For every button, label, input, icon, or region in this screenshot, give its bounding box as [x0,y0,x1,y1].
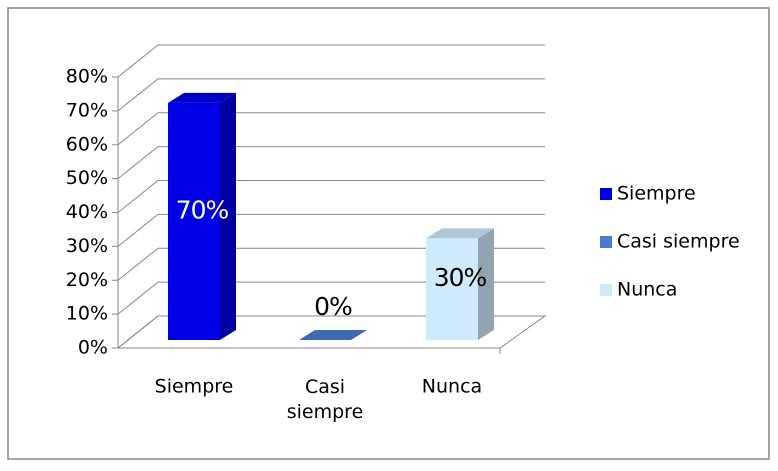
x-tick-line: Casi [305,376,345,398]
bar [299,330,367,340]
y-tick-label: 50% [66,167,108,189]
legend-label: Nunca [617,279,677,301]
data-label: 30% [434,263,487,292]
y-tick-label: 40% [66,201,108,223]
bar-side [478,228,494,340]
legend-swatch [600,236,612,248]
grid-line [117,315,545,349]
x-tick-label: Siempre [155,376,234,398]
bar [426,228,494,340]
y-tick-label: 10% [66,303,108,325]
y-tick-label: 70% [66,99,108,121]
data-label: 70% [176,195,229,224]
y-tick-label: 0% [78,337,108,359]
x-tick-label: Casi siempre [287,376,364,423]
data-label: 0% [314,292,352,321]
y-tick-label: 20% [66,269,108,291]
grid-line [117,180,545,213]
bar [168,92,236,340]
bar-top [168,92,236,103]
bar-top [299,330,367,340]
legend-label: Casi siempre [617,231,740,253]
bar-side [220,92,236,340]
x-tick-label: Nunca [422,376,482,398]
grid-line [117,247,545,281]
grid-line [117,112,545,146]
grid-line [117,213,545,247]
legend-swatch [600,188,612,200]
bar-top [426,228,494,239]
y-tick-label: 80% [66,66,108,88]
grid-line [117,44,545,78]
grid-line [117,78,545,112]
grid-line [117,281,545,315]
bar-front [168,102,220,340]
y-tick-label: 30% [66,235,108,257]
bar-front [426,238,478,340]
legend-swatch [600,284,612,296]
legend-label: Siempre [617,183,696,205]
x-tick-line: siempre [287,401,364,423]
y-tick-label: 60% [66,133,108,155]
grid-line [117,146,545,180]
